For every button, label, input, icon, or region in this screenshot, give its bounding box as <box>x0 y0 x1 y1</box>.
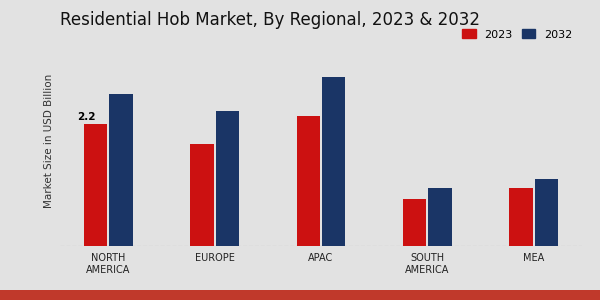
Bar <box>509 188 533 246</box>
Bar <box>109 94 133 246</box>
Bar <box>215 111 239 246</box>
Bar <box>428 188 452 246</box>
Bar <box>190 144 214 246</box>
Text: Residential Hob Market, By Regional, 2023 & 2032: Residential Hob Market, By Regional, 202… <box>60 11 480 29</box>
Bar <box>403 199 427 246</box>
Legend: 2023, 2032: 2023, 2032 <box>458 25 577 44</box>
Bar <box>322 77 346 246</box>
Text: 2.2: 2.2 <box>77 112 95 122</box>
Bar <box>535 178 558 246</box>
Bar <box>84 124 107 246</box>
Bar <box>296 116 320 246</box>
Y-axis label: Market Size in USD Billion: Market Size in USD Billion <box>44 74 55 208</box>
